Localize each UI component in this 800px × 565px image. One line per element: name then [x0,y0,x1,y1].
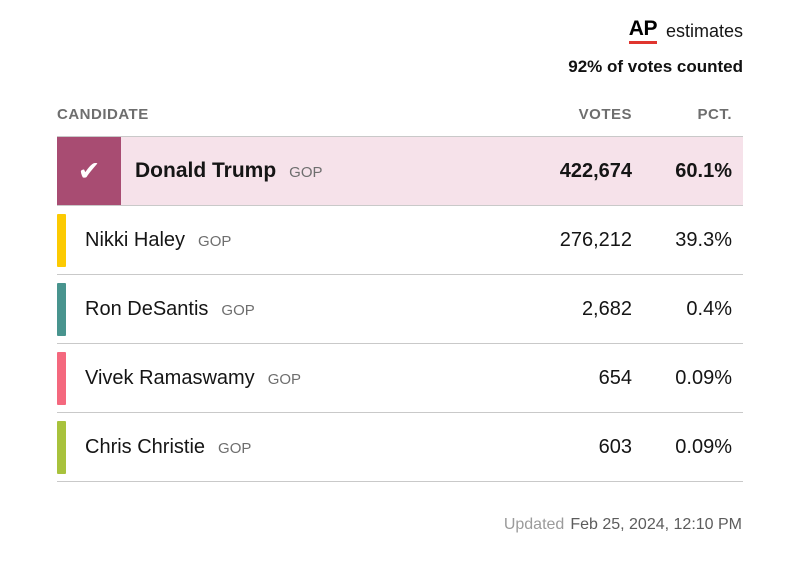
column-header-candidate: CANDIDATE [57,106,149,123]
candidate-name: Ron DeSantis [85,297,209,320]
candidate-row: Nikki Haley GOP 276,212 39.3% [57,206,743,275]
estimates-label: estimates [665,20,743,41]
pct-value: 0.4% [686,297,732,320]
pct-value: 0.09% [675,366,732,389]
candidate-row-winner: ✔ Donald Trump GOP 422,674 60.1% [57,137,743,206]
votes-value: 603 [598,435,632,458]
candidate-cell: Chris Christie GOP [85,436,522,459]
party-label: GOP [267,370,302,388]
pct-value: 0.09% [675,435,732,458]
results-table: CANDIDATE VOTES PCT. ✔ Donald Trump GOP … [57,106,743,482]
ap-estimates-line: AP estimates [568,18,743,44]
votes-counted-label: 92% of votes counted [568,57,743,76]
party-label: GOP [221,301,255,319]
candidate-color-bar [57,213,66,267]
party-label: GOP [218,439,252,457]
pct-value: 39.3% [675,228,732,251]
candidate-color-bar [57,282,66,336]
votes-value: 654 [598,366,632,389]
candidate-row: Vivek Ramaswamy GOP 654 0.09% [57,344,743,413]
candidate-cell: Vivek Ramaswamy GOP [85,367,522,390]
updated-label: Updated [503,516,565,533]
candidate-name: Donald Trump [135,159,277,182]
candidate-row: Chris Christie GOP 603 0.09% [57,413,743,482]
updated-timestamp: Updated Feb 25, 2024, 12:10 PM [504,516,742,534]
pct-value: 60.1% [675,159,732,182]
winner-check-block: ✔ [57,137,121,205]
votes-value: 2,682 [581,297,632,320]
source-header: AP estimates 92% of votes counted [568,18,743,77]
candidate-color-bar [57,351,66,405]
candidate-name: Nikki Haley [85,228,186,251]
updated-time: Feb 25, 2024, 12:10 PM [570,516,742,533]
candidate-name: Chris Christie [85,435,206,458]
candidate-cell: Donald Trump GOP [135,159,522,183]
check-icon: ✔ [77,155,101,186]
candidate-cell: Nikki Haley GOP [85,229,522,252]
party-label: GOP [198,232,232,250]
table-body: ✔ Donald Trump GOP 422,674 60.1% Nikki H… [57,136,743,482]
party-label: GOP [289,164,323,181]
table-header-row: CANDIDATE VOTES PCT. [57,106,743,136]
ap-logo: AP [628,18,657,44]
candidate-cell: Ron DeSantis GOP [85,298,522,321]
column-header-pct: PCT. [697,106,732,123]
votes-value: 276,212 [559,228,632,251]
candidate-row: Ron DeSantis GOP 2,682 0.4% [57,275,743,344]
candidate-name: Vivek Ramaswamy [85,366,255,389]
column-header-votes: VOTES [578,106,632,123]
votes-value: 422,674 [559,159,632,182]
candidate-color-bar [57,420,66,474]
